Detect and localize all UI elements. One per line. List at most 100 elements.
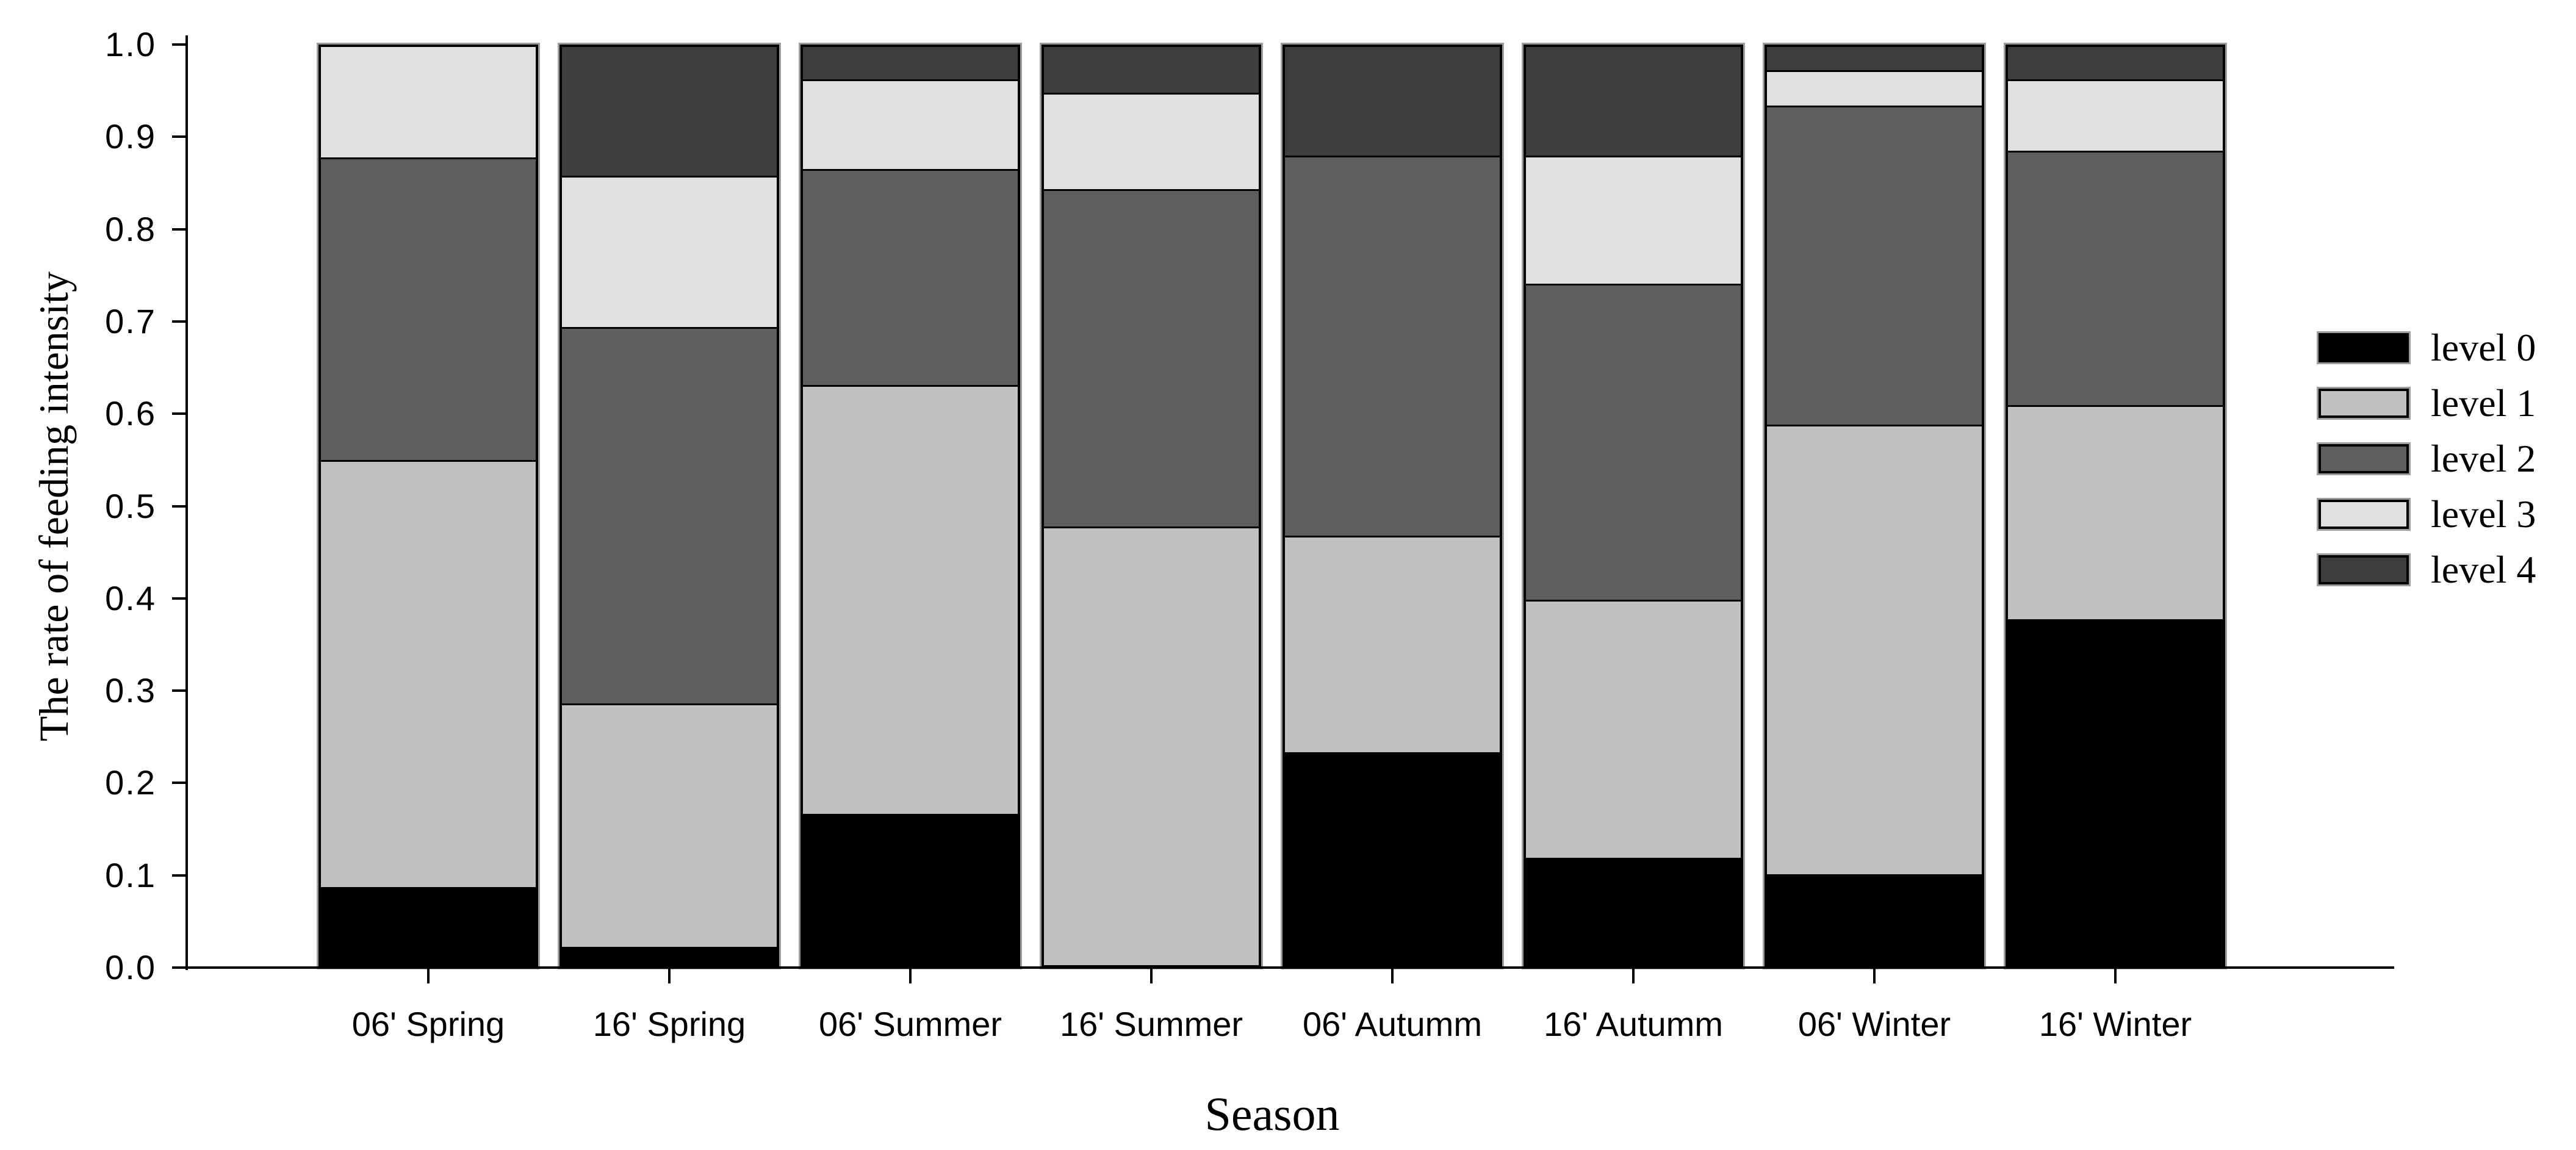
- y-tick-label: 0.4: [105, 578, 156, 617]
- bar-segment-level-0: [2008, 619, 2223, 965]
- bar-16' Summer: [1040, 43, 1263, 969]
- bar-segment-level-2: [321, 157, 536, 461]
- bar-segment-level-3: [562, 175, 777, 327]
- x-tick-label: 06' Spring: [351, 1005, 505, 1043]
- legend-swatch: [2317, 331, 2411, 364]
- legend-label: level 3: [2431, 492, 2536, 536]
- bar-segment-level-1: [321, 460, 536, 888]
- y-tick-label: 0.2: [105, 763, 156, 802]
- x-tick-label: 16' Summer: [1059, 1005, 1243, 1043]
- legend-item-level-3: level 3: [2317, 492, 2536, 536]
- y-tick: [172, 597, 187, 600]
- legend-item-level-0: level 0: [2317, 326, 2536, 370]
- y-tick: [172, 782, 187, 785]
- bar-segment-level-1: [1285, 535, 1500, 752]
- x-tick: [1632, 968, 1635, 983]
- y-tick: [172, 689, 187, 692]
- bar-segment-level-4: [1526, 47, 1741, 156]
- bar-segment-level-4: [1044, 47, 1259, 93]
- bar-segment-level-1: [562, 703, 777, 947]
- bar-segment-level-4: [1767, 47, 1982, 70]
- bar-06' Winter: [1763, 43, 1986, 969]
- bar-segment-level-4: [803, 47, 1018, 79]
- bar-segment-level-3: [2008, 79, 2223, 151]
- x-tick: [909, 968, 912, 983]
- legend-swatch: [2317, 498, 2411, 531]
- bar-06' Spring: [317, 43, 540, 969]
- x-tick-label: 16' Autumm: [1544, 1005, 1723, 1043]
- x-tick: [427, 968, 430, 983]
- bar-segment-level-0: [1767, 874, 1982, 965]
- x-tick: [668, 968, 671, 983]
- bar-segment-level-2: [1767, 106, 1982, 425]
- y-axis-line: [185, 35, 188, 970]
- x-tick: [1391, 968, 1394, 983]
- bar-segment-level-4: [2008, 47, 2223, 79]
- legend-item-level-2: level 2: [2317, 437, 2536, 481]
- legend-label: level 0: [2431, 326, 2536, 369]
- bar-segment-level-0: [562, 946, 777, 965]
- y-tick: [172, 874, 187, 877]
- x-axis-line: [185, 966, 2394, 969]
- bar-06' Summer: [799, 43, 1022, 969]
- bar-segment-level-4: [1285, 47, 1500, 156]
- bar-segment-level-2: [2008, 151, 2223, 405]
- y-tick: [172, 966, 187, 969]
- y-tick: [172, 43, 187, 46]
- x-tick-label: 16' Winter: [2038, 1005, 2192, 1043]
- y-tick: [172, 135, 187, 138]
- bar-segment-level-2: [803, 169, 1018, 385]
- bar-16' Spring: [558, 43, 781, 969]
- legend-label: level 2: [2431, 437, 2536, 480]
- x-tick-label: 06' Summer: [818, 1005, 1002, 1043]
- legend-label: level 4: [2431, 548, 2536, 591]
- bar-segment-level-3: [803, 79, 1018, 170]
- bar-segment-level-4: [562, 47, 777, 176]
- y-tick-label: 0.8: [105, 209, 156, 248]
- bar-segment-level-0: [803, 813, 1018, 965]
- y-tick: [172, 320, 187, 323]
- y-tick-label: 0.3: [105, 671, 156, 710]
- y-tick-label: 0.0: [105, 948, 156, 986]
- x-tick: [1873, 968, 1876, 983]
- y-tick-label: 0.6: [105, 394, 156, 433]
- y-tick-label: 0.5: [105, 486, 156, 525]
- legend-swatch: [2317, 442, 2411, 475]
- bar-segment-level-1: [1526, 599, 1741, 858]
- bar-segment-level-2: [1285, 155, 1500, 536]
- legend-swatch: [2317, 387, 2411, 420]
- bar-segment-level-3: [1044, 93, 1259, 190]
- bar-segment-level-0: [1526, 857, 1741, 965]
- x-tick-label: 16' Spring: [592, 1005, 746, 1043]
- bar-segment-level-2: [1044, 189, 1259, 526]
- y-tick: [172, 228, 187, 231]
- y-tick: [172, 505, 187, 508]
- y-tick-label: 1.0: [105, 25, 156, 63]
- bar-segment-level-1: [1767, 424, 1982, 874]
- x-tick: [2114, 968, 2117, 983]
- legend-label: level 1: [2431, 381, 2536, 425]
- y-tick-label: 0.7: [105, 301, 156, 340]
- legend-item-level-1: level 1: [2317, 381, 2536, 425]
- x-axis-title: Season: [1204, 1087, 1340, 1140]
- bar-segment-level-2: [562, 327, 777, 704]
- bar-segment-level-0: [1285, 752, 1500, 965]
- bar-06' Autumm: [1281, 43, 1504, 969]
- legend-item-level-4: level 4: [2317, 548, 2536, 592]
- bar-16' Winter: [2004, 43, 2227, 969]
- bar-segment-level-3: [321, 47, 536, 157]
- bar-segment-level-0: [321, 887, 536, 965]
- x-tick-label: 06' Winter: [1797, 1005, 1951, 1043]
- legend-swatch: [2317, 553, 2411, 586]
- bar-segment-level-3: [1526, 155, 1741, 284]
- x-tick-label: 06' Autumm: [1303, 1005, 1482, 1043]
- x-tick: [1150, 968, 1153, 983]
- y-tick-label: 0.9: [105, 117, 156, 156]
- y-tick: [172, 412, 187, 415]
- bar-segment-level-2: [1526, 284, 1741, 600]
- bar-segment-level-1: [2008, 404, 2223, 619]
- bar-segment-level-1: [1044, 526, 1259, 965]
- y-tick-label: 0.1: [105, 855, 156, 894]
- bar-segment-level-3: [1767, 70, 1982, 106]
